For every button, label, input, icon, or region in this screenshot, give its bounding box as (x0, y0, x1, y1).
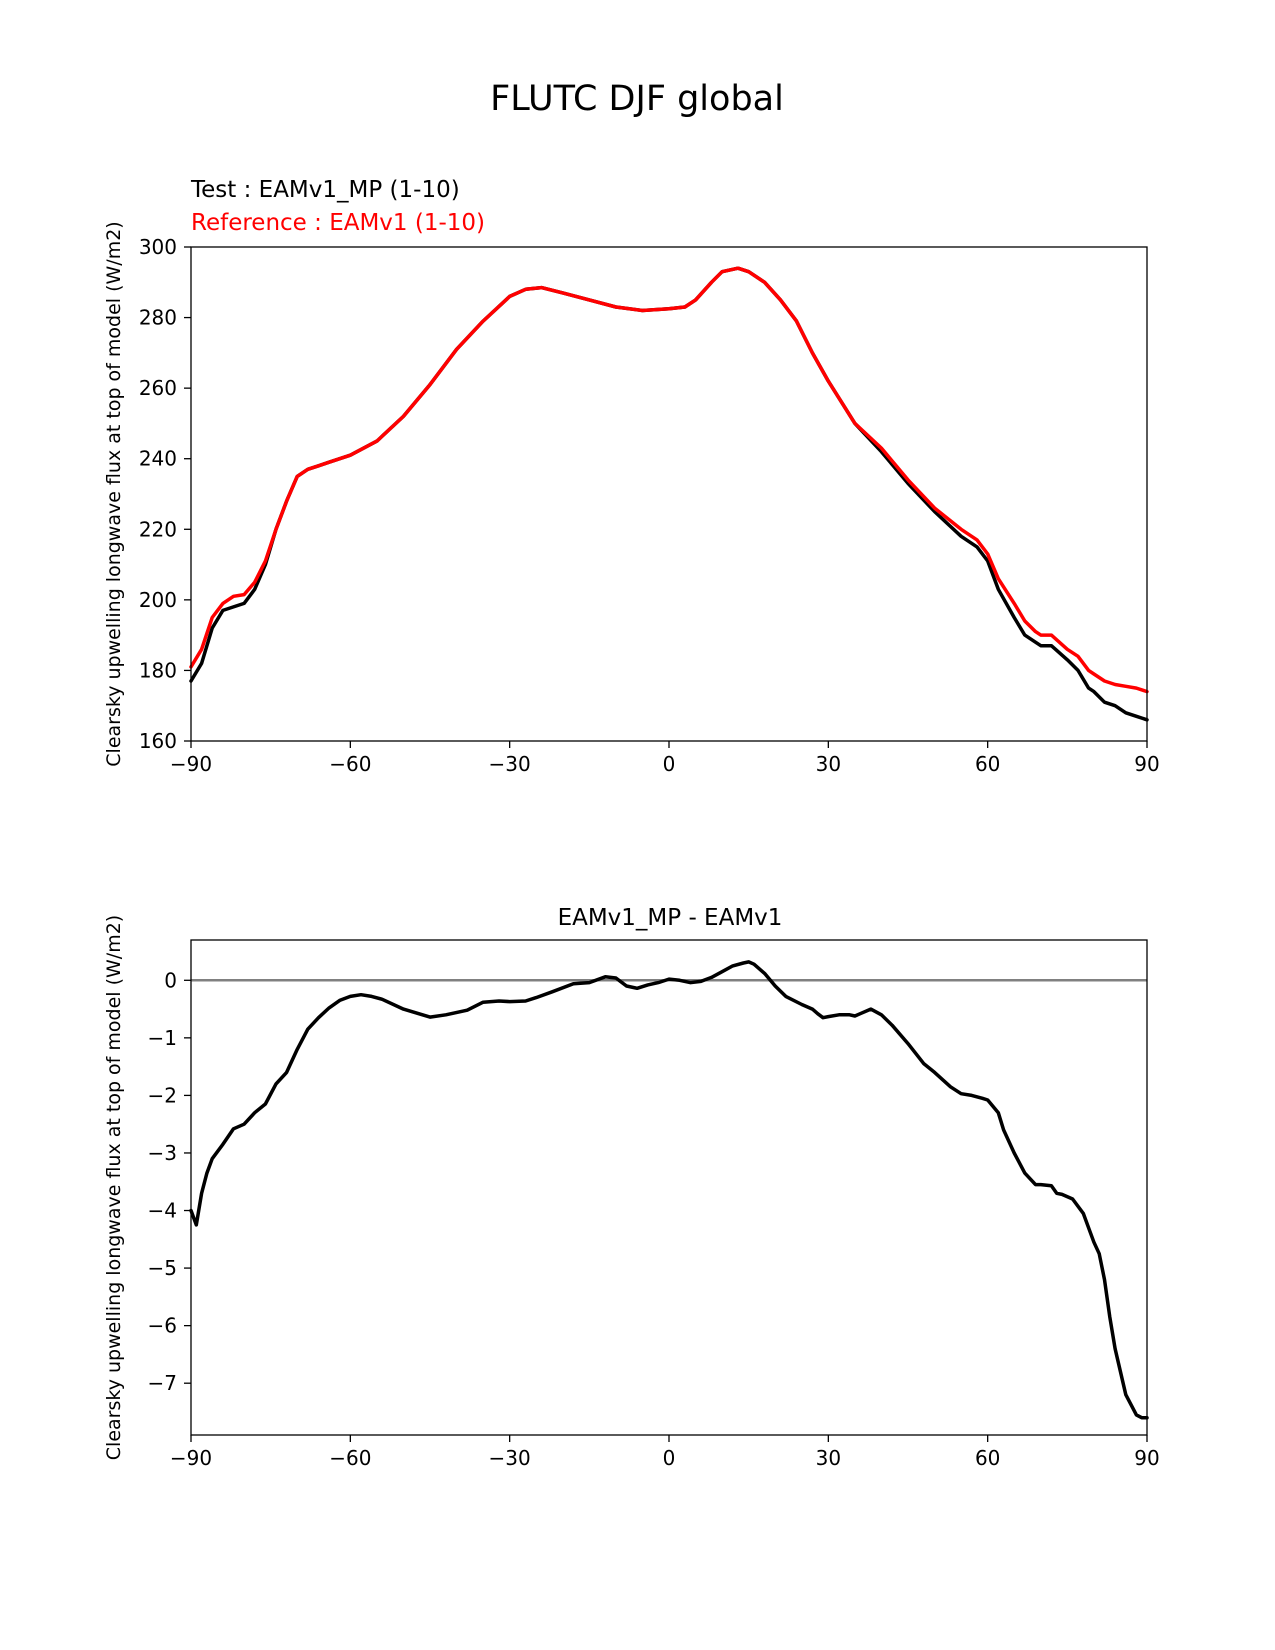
y-tick-label-bottom: −3 (148, 1141, 177, 1165)
x-tick-label-bottom: 90 (1134, 1446, 1159, 1470)
y-axis-label-top: Clearsky upwelling longwave flux at top … (103, 221, 125, 766)
x-tick-label-bottom: 30 (816, 1446, 841, 1470)
y-tick-label-top: 300 (139, 235, 177, 259)
x-tick-label-top: 90 (1134, 752, 1159, 776)
bottom-panel-title: EAMv1_MP - EAMv1 (558, 905, 783, 931)
x-tick-label-bottom: 0 (663, 1446, 676, 1470)
y-tick-label-bottom: −1 (148, 1026, 177, 1050)
y-tick-label-top: 160 (139, 729, 177, 753)
y-axis-label-bottom: Clearsky upwelling longwave flux at top … (103, 915, 125, 1460)
y-tick-label-top: 180 (139, 658, 177, 682)
y-tick-label-top: 260 (139, 376, 177, 400)
x-tick-label-top: 60 (975, 752, 1000, 776)
top-panel: −90 −60 −30 0 30 60 90 160 180 200 220 240 260 280 300… (103, 221, 1160, 776)
legend-reference-label: Reference : EAMv1 (1-10) (191, 210, 485, 236)
x-tick-label-bottom: 60 (975, 1446, 1000, 1470)
x-tick-label-bottom: −60 (329, 1446, 371, 1470)
series-line-top-0 (189, 266, 1149, 722)
y-tick-label-top: 280 (139, 306, 177, 330)
x-tick-label-top: −30 (489, 752, 531, 776)
series-line-bottom-0 (189, 960, 1149, 1420)
x-tick-label-top: −90 (170, 752, 212, 776)
plot-frame-bottom (190, 939, 1148, 1436)
x-tick-label-bottom: −90 (170, 1446, 212, 1470)
x-tick-label-top: 0 (663, 752, 676, 776)
y-tick-label-bottom: −6 (148, 1314, 177, 1338)
y-tick-label-top: 200 (139, 588, 177, 612)
x-tick-label-top: 30 (816, 752, 841, 776)
legend-test-label: Test : EAMv1_MP (1-10) (190, 177, 460, 203)
series-line-top-1 (189, 266, 1149, 694)
x-tick-label-bottom: −30 (489, 1446, 531, 1470)
y-tick-label-bottom: −2 (148, 1083, 177, 1107)
plot-frame-top (190, 246, 1148, 742)
y-tick-label-bottom: −4 (148, 1199, 177, 1223)
y-tick-label-top: 240 (139, 447, 177, 471)
y-tick-label-bottom: 0 (164, 968, 177, 992)
bottom-panel: −90 −60 −30 0 30 60 90 −7 −6 −5 −4 −3 −2 −1 0 Clearsky … (103, 915, 1160, 1470)
x-tick-label-top: −60 (329, 752, 371, 776)
y-tick-label-top: 220 (139, 517, 177, 541)
y-tick-label-bottom: −7 (148, 1371, 177, 1395)
y-tick-label-bottom: −5 (148, 1256, 177, 1280)
figure-title: FLUTC DJF global (490, 79, 784, 119)
